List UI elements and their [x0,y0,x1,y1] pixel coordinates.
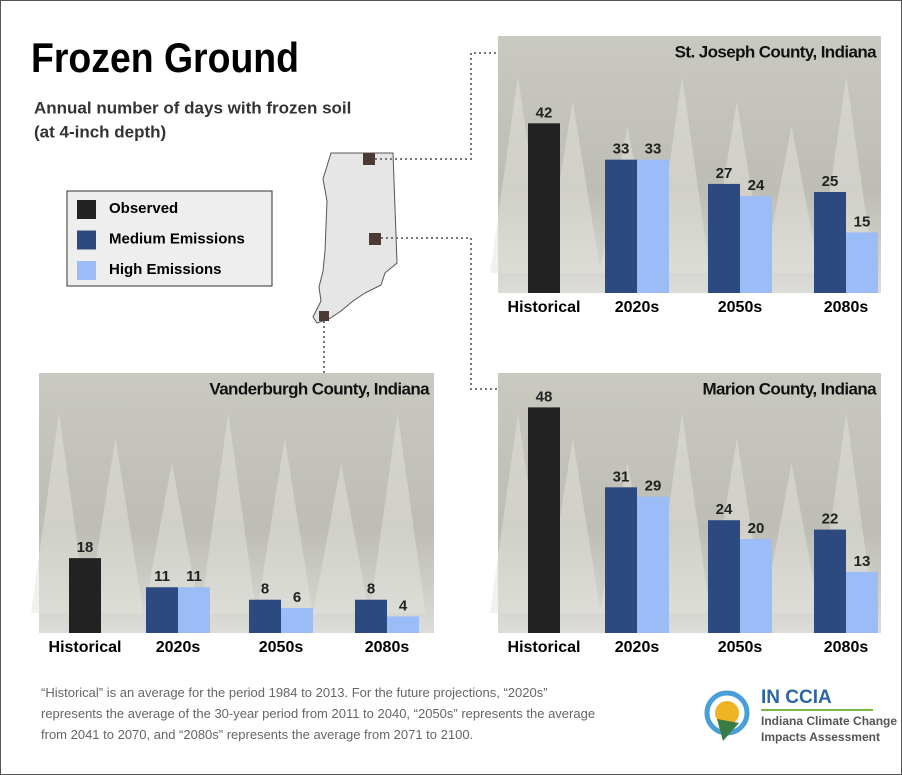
x-tick-label: 2080s [824,639,869,656]
bar [605,487,637,633]
subtitle: (at 4-inch depth) [34,122,166,141]
value-label: 15 [854,213,871,230]
logo: IN CCIA Indiana Climate Change Impacts A… [707,687,897,744]
x-tick-label: 2050s [718,639,763,656]
bar [178,587,210,633]
legend-swatch [77,231,96,250]
x-tick-label: Historical [508,639,581,656]
bar [69,558,101,633]
value-label: 29 [645,478,662,495]
value-label: 25 [822,173,839,190]
graphic: Frozen Ground Annual number of days with… [1,1,901,774]
value-label: 11 [186,568,202,585]
legend-label: Medium Emissions [109,230,245,247]
value-label: 18 [77,539,94,556]
x-tick-label: 2020s [615,639,660,656]
value-label: 33 [645,141,662,158]
subtitle: Annual number of days with frozen soil [34,98,351,117]
bar [637,160,669,293]
x-tick-label: 2050s [718,299,763,316]
county-marker [319,311,329,321]
bar [740,539,772,633]
county-marker [363,153,375,165]
value-label: 8 [367,581,375,598]
panel-title: Vanderburgh County, Indiana [209,379,430,398]
value-label: 4 [399,597,408,614]
bar [249,600,281,633]
title: Frozen Ground [31,34,299,81]
x-tick-label: Historical [49,639,122,656]
bar [146,587,178,633]
x-tick-label: 2020s [615,299,660,316]
bar [281,608,313,633]
value-label: 20 [748,520,765,537]
infographic: Frozen Ground Annual number of days with… [0,0,902,775]
value-label: 33 [613,141,630,158]
value-label: 27 [716,165,733,182]
legend-label: High Emissions [109,261,222,278]
bar [708,520,740,633]
value-label: 42 [536,104,553,121]
bar [740,196,772,293]
legend-swatch [77,200,96,219]
logo-name: IN CCIA [761,687,832,708]
bar [528,407,560,633]
legend-label: Observed [109,200,178,217]
bar [355,600,387,633]
value-label: 24 [716,501,733,518]
value-label: 22 [822,511,839,528]
bar [387,616,419,633]
value-label: 11 [154,568,170,585]
logo-line: Impacts Assessment [761,730,880,744]
bar [814,530,846,633]
bar [846,232,878,293]
value-label: 24 [748,177,765,194]
value-label: 48 [536,388,553,405]
bar [846,572,878,633]
county-marker [369,233,381,245]
x-tick-label: 2080s [824,299,869,316]
value-label: 8 [261,581,269,598]
x-tick-label: 2080s [365,639,410,656]
x-tick-label: 2020s [156,639,201,656]
legend-swatch [77,261,96,280]
bar [708,184,740,293]
bar [814,192,846,293]
indiana-map [313,153,397,323]
bar [637,497,669,633]
panel-title: Marion County, Indiana [703,379,878,398]
bar [528,123,560,293]
x-tick-label: Historical [508,299,581,316]
logo-line: Indiana Climate Change [761,714,897,728]
x-tick-label: 2050s [259,639,304,656]
value-label: 31 [613,468,630,485]
bar [605,160,637,293]
panel-title: St. Joseph County, Indiana [675,42,877,61]
footnote: “Historical” is an average for the perio… [41,682,601,745]
value-label: 13 [854,553,871,570]
value-label: 6 [293,589,301,606]
